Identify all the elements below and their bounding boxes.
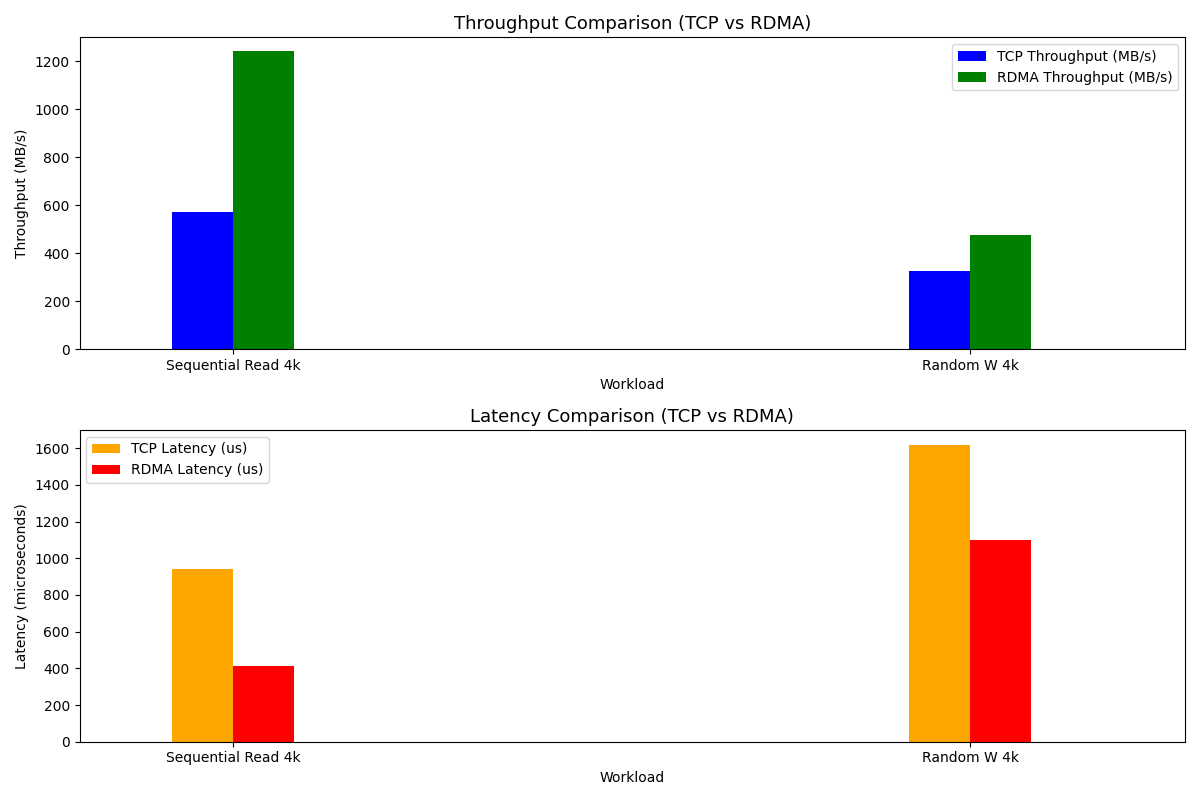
X-axis label: Workload: Workload xyxy=(600,378,665,393)
Title: Throughput Comparison (TCP vs RDMA): Throughput Comparison (TCP vs RDMA) xyxy=(454,15,811,33)
Bar xyxy=(233,50,294,350)
Title: Latency Comparison (TCP vs RDMA): Latency Comparison (TCP vs RDMA) xyxy=(470,407,794,426)
Bar xyxy=(172,213,233,350)
Bar xyxy=(233,666,294,742)
Bar xyxy=(970,540,1032,742)
Y-axis label: Throughput (MB/s): Throughput (MB/s) xyxy=(16,129,29,258)
X-axis label: Workload: Workload xyxy=(600,771,665,785)
Y-axis label: Latency (microseconds): Latency (microseconds) xyxy=(14,503,29,669)
Bar xyxy=(970,235,1032,350)
Bar xyxy=(908,445,970,742)
Legend: TCP Latency (us), RDMA Latency (us): TCP Latency (us), RDMA Latency (us) xyxy=(86,437,269,483)
Legend: TCP Throughput (MB/s), RDMA Throughput (MB/s): TCP Throughput (MB/s), RDMA Throughput (… xyxy=(953,44,1178,90)
Bar xyxy=(908,271,970,350)
Bar xyxy=(172,570,233,742)
